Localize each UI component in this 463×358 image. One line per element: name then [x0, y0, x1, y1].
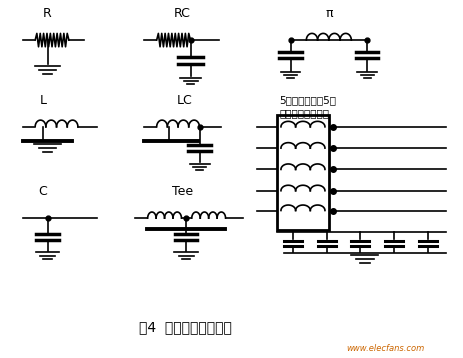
Text: 5芯电缆上使用5路
共模拼流圈的例子: 5芯电缆上使用5路 共模拼流圈的例子 [279, 95, 336, 118]
Text: RC: RC [174, 7, 191, 20]
Text: π: π [325, 7, 332, 20]
Text: 图4  各种信号线滤波器: 图4 各种信号线滤波器 [139, 320, 232, 334]
Text: LC: LC [176, 94, 192, 107]
Text: Tee: Tee [172, 185, 193, 198]
Text: www.elecfans.com: www.elecfans.com [345, 344, 423, 353]
Text: L: L [39, 94, 46, 107]
Text: R: R [43, 7, 52, 20]
Text: C: C [38, 185, 47, 198]
Bar [276, 115, 328, 230]
